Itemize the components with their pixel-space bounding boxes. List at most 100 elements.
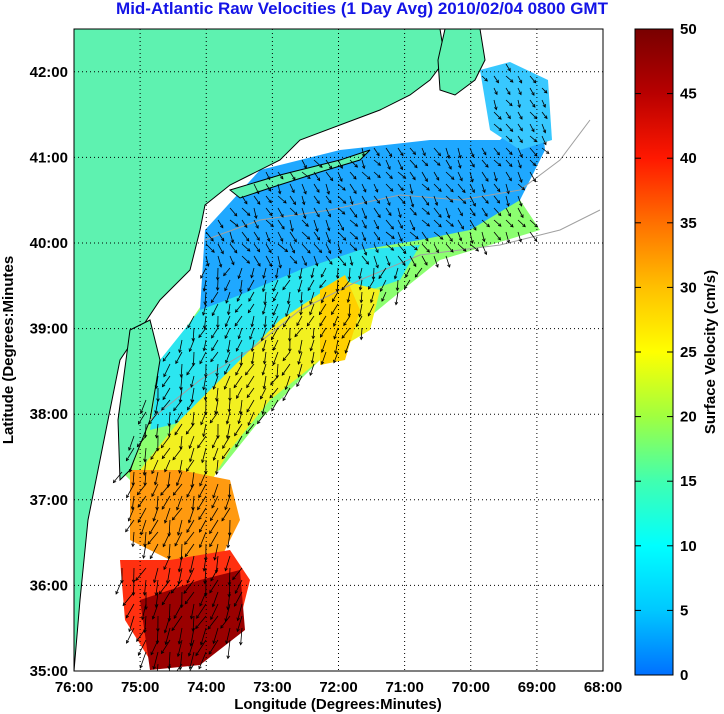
velocity-vector [153,567,159,583]
colorbar [634,28,674,676]
velocity-vector [517,123,523,131]
velocity-vector-head [302,215,307,220]
velocity-vector-head [166,484,171,489]
velocity-vector [172,507,183,521]
velocity-vector [239,399,243,414]
velocity-vector-head [288,348,292,353]
velocity-vector-head [320,349,325,354]
velocity-vector-head [518,79,523,84]
velocity-vector-head [292,176,296,181]
velocity-vector-head [175,360,179,365]
velocity-vector-head [319,322,323,327]
velocity-vector-head [358,286,363,291]
velocity-vector [529,171,536,182]
velocity-vector-head [179,374,184,378]
velocity-vector-head [319,334,324,338]
velocity-vector-head [344,349,348,354]
velocity-vector-head [225,299,229,304]
velocity-vector-head [220,250,224,255]
velocity-vector-head [195,625,199,630]
velocity-vector-head [238,289,243,293]
velocity-vector [517,75,523,84]
velocity-vector-head [260,337,265,342]
velocity-vector [301,219,309,227]
velocity-vector [433,183,442,192]
velocity-vector [128,615,135,632]
velocity-vector [226,423,231,439]
velocity-vector [337,255,346,266]
land [74,29,486,671]
colorbar-ticks: 0 5 10 15 20 25 30 35 40 45 50 [635,21,697,684]
velocity-vector [517,147,523,158]
velocity-vector [160,483,171,496]
velocity-vector [199,351,207,364]
velocity-vector [433,171,440,181]
velocity-vector [205,231,214,242]
velocity-vector-head [164,519,168,524]
velocity-vector [209,531,219,547]
velocity-vector [433,195,438,206]
velocity-vector [348,267,351,280]
velocity-vector-head [160,444,165,449]
velocity-vector [493,87,498,95]
velocity-vector-head [186,529,190,533]
velocity-vector [493,231,501,241]
velocity-vector-head [198,516,202,521]
velocity-vector-head [212,386,216,390]
velocity-vector [253,207,257,219]
velocity-vector-head [358,313,362,318]
velocity-vector [289,171,296,181]
velocity-vector [298,279,303,293]
velocity-vector [260,387,267,400]
velocity-vector-head [319,164,323,168]
land-cape-cod [437,29,486,96]
velocity-vector [189,339,195,352]
velocity-vector [345,339,351,354]
velocity-vector-head [161,383,166,388]
velocity-vector [184,591,195,605]
velocity-vector-head [262,275,266,279]
velocity-vector-head [398,214,402,219]
velocity-vector-head [349,262,354,266]
velocity-vector-head [254,215,258,220]
plot-frame [73,28,604,672]
velocity-vector-head [470,178,474,183]
velocity-vector [246,387,255,398]
velocity-vector [253,219,259,229]
velocity-vector-head [224,371,228,375]
velocity-vector-head [177,532,181,536]
velocity-vector-head [483,251,488,256]
velocity-vector-head [171,627,175,632]
velocity-vector-head [225,359,229,364]
velocity-vector-head [220,624,224,629]
velocity-vector-head [185,675,188,678]
velocity-vector-head [209,543,213,548]
velocity-vector-head [309,301,313,305]
velocity-vector [235,339,243,352]
velocity-vector [197,435,207,449]
velocity-vector-head [210,517,214,522]
velocity-vector-head [209,589,213,594]
velocity-vector-head [435,264,439,268]
velocity-vector [505,159,513,167]
velocity-vector-head [319,284,323,289]
velocity-vector-head [426,211,431,215]
velocity-vector-head [507,115,511,120]
velocity-vector [203,339,207,351]
velocity-vector [144,471,147,486]
velocity-vector-head [250,360,255,365]
velocity-vector [262,279,267,292]
velocity-vector-head [189,569,193,574]
velocity-vector [195,639,207,656]
velocity-vector [421,183,430,191]
velocity-vector [247,411,255,426]
velocity-vector-head [532,162,537,167]
velocity-vector-head [250,348,255,353]
velocity-vector [216,387,219,402]
velocity-vector-head [142,592,147,596]
velocity-vector [205,243,215,253]
velocity-vector [481,171,489,182]
velocity-vector [289,231,297,242]
velocity-vector [211,327,219,339]
velocity-vector [135,567,147,581]
